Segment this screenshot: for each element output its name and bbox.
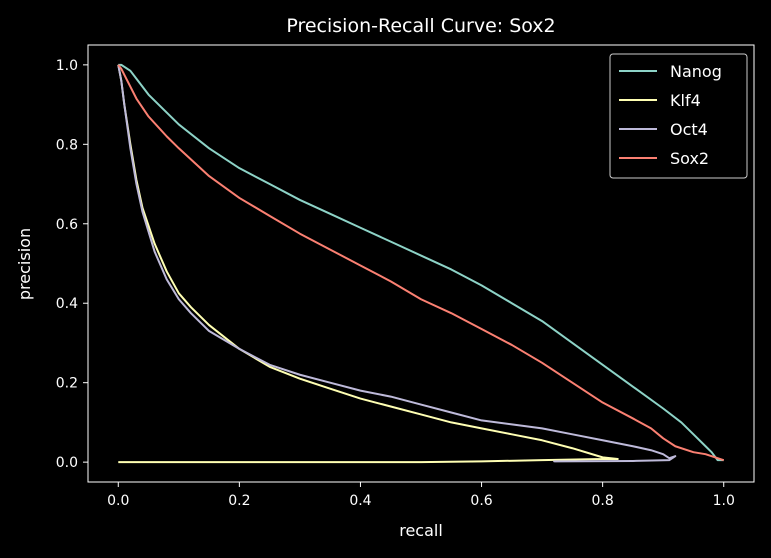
x-tick-label: 0.0 <box>107 493 129 509</box>
legend: Nanog Klf4 Oct4 Sox2 <box>609 53 748 179</box>
x-axis-label: recall <box>399 521 443 540</box>
legend-label-sox2: Sox2 <box>670 149 709 168</box>
series-line-sox2 <box>117 64 725 462</box>
legend-label-nanog: Nanog <box>670 62 722 81</box>
ticks-layer: 0.0 0.2 0.4 0.6 0.8 1.0 0.0 0.2 0.4 0.6 0.8 1.0 <box>56 58 735 509</box>
y-tick-label: 1.0 <box>56 58 78 74</box>
legend-label-klf4: Klf4 <box>670 91 701 110</box>
x-tick-label: 0.6 <box>470 493 492 509</box>
legend-label-oct4: Oct4 <box>670 120 708 139</box>
y-tick-label: 0.6 <box>56 217 78 233</box>
y-tick-label: 0.0 <box>56 455 78 471</box>
series-layer <box>117 63 725 464</box>
y-axis-label: precision <box>15 228 34 300</box>
x-tick-label: 0.8 <box>592 493 614 509</box>
legend-box <box>609 53 748 179</box>
y-tick-label: 0.2 <box>56 376 78 392</box>
x-tick-label: 0.2 <box>228 493 250 509</box>
x-tick-label: 1.0 <box>713 493 735 509</box>
y-tick-label: 0.8 <box>56 137 78 153</box>
chart-title: Precision-Recall Curve: Sox2 <box>286 15 555 37</box>
series-line-oct4 <box>117 64 677 463</box>
plot-frame <box>87 44 755 483</box>
x-tick-label: 0.4 <box>349 493 371 509</box>
y-tick-label: 0.4 <box>56 296 78 312</box>
series-line-nanog <box>118 63 724 462</box>
